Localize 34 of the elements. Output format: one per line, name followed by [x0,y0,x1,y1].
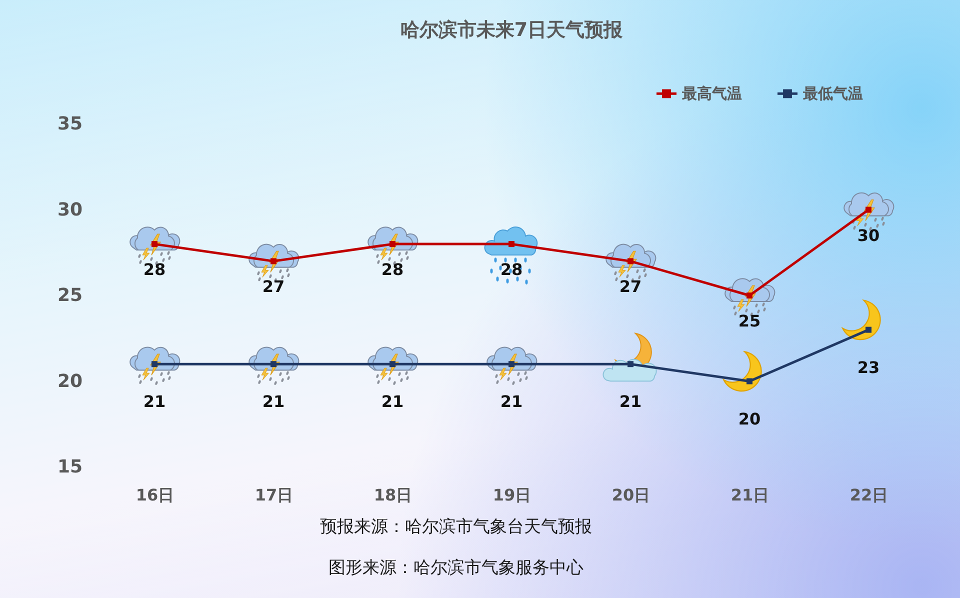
chart-title: 哈尔滨市未来7日天气预报 [400,19,624,41]
y-tick-label: 25 [57,285,82,306]
legend-label: 最低气温 [802,84,863,103]
data-label: 21 [619,392,642,412]
data-label: 27 [619,277,642,296]
data-label: 20 [738,409,761,428]
data-label: 21 [381,392,404,412]
y-tick-label: 15 [57,456,82,478]
y-tick-label: 35 [57,114,82,134]
x-tick-label: 21日 [730,486,770,504]
y-tick-label: 20 [57,370,82,392]
y-tick-label: 30 [57,199,82,220]
point [628,361,634,368]
data-label: 21 [262,392,285,412]
data-label: 25 [738,312,761,330]
x-tick-label: 22日 [850,486,888,504]
x-tick-label: 18日 [374,486,412,504]
data-label: 30 [857,226,880,245]
data-label: 23 [857,358,880,377]
point [746,378,752,384]
text: 预报来源：哈尔滨市气象台天气预报 [319,516,593,538]
data-label: 28 [381,260,404,280]
point [508,241,514,248]
data-label: 21 [143,392,166,412]
x-tick-label: 19日 [492,486,532,504]
data-label: 28 [143,260,166,280]
legend-label: 最高气温 [681,84,742,103]
x-tick-label: 16日 [136,486,174,504]
data-label: 21 [500,392,523,412]
text: 图形来源：哈尔滨市气象服务中心 [328,557,584,579]
data-label: 27 [262,277,285,296]
x-tick-label: 17日 [254,486,294,504]
point [866,326,872,333]
x-tick-label: 20日 [612,486,650,504]
